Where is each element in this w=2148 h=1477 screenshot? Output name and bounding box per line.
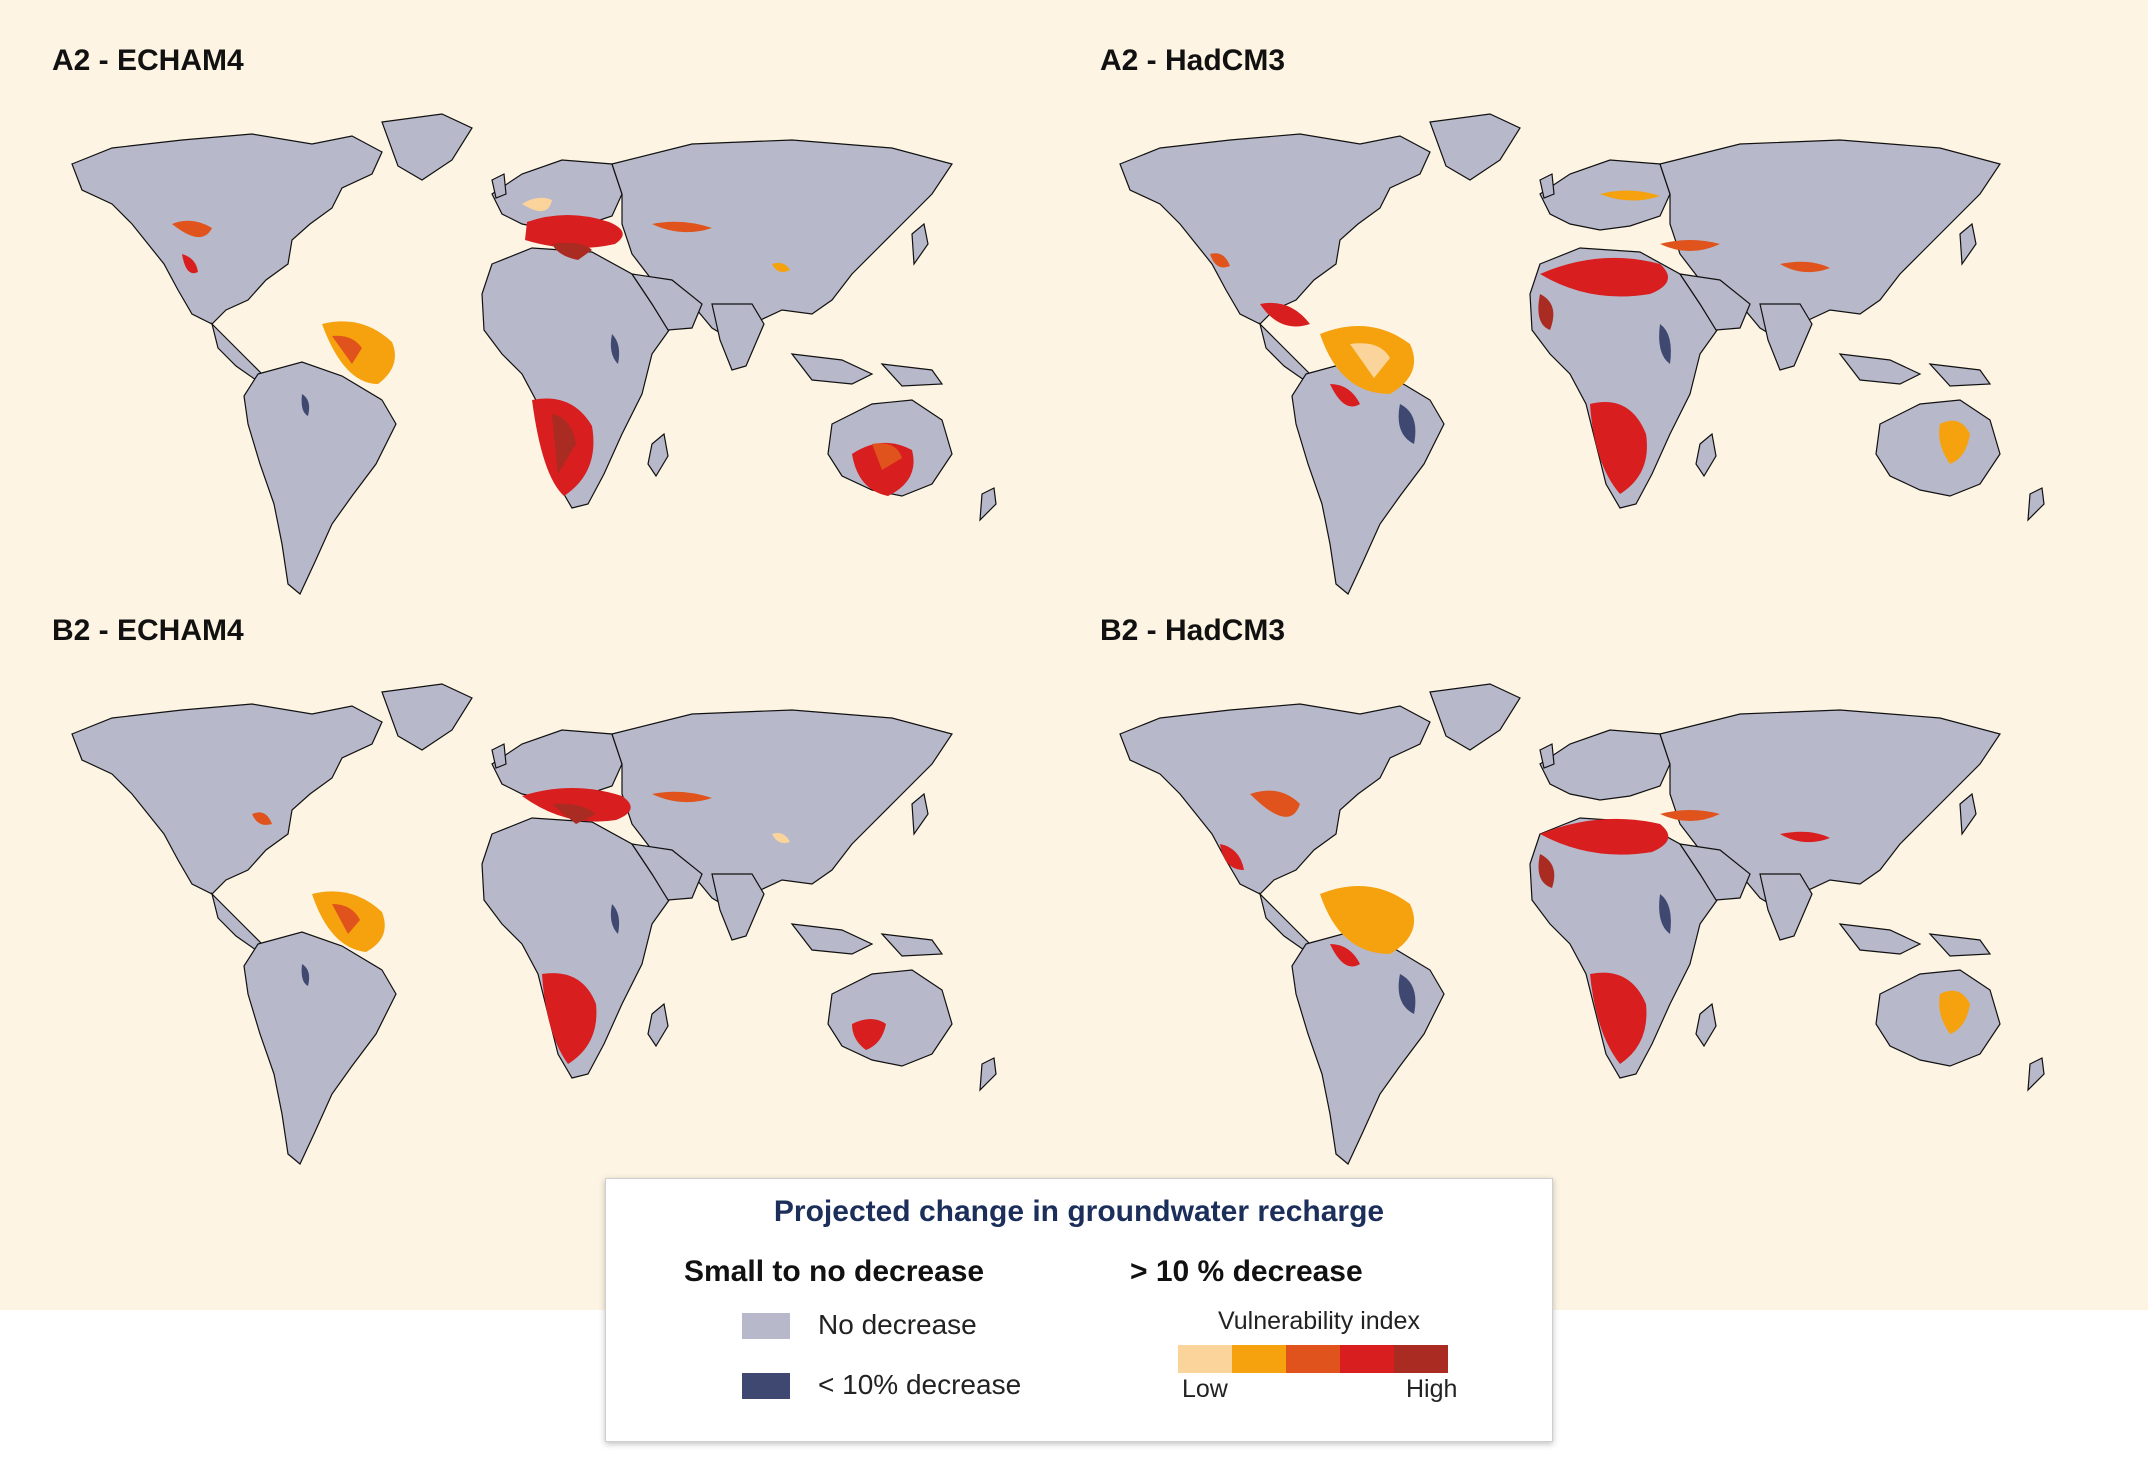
vulnerability-hotspots [252, 788, 886, 1064]
world-map [71, 683, 997, 1165]
no-decrease-swatch [742, 1313, 790, 1339]
vulnerability-hotspots [1210, 190, 1970, 494]
vulnerability-hotspots [172, 197, 914, 496]
legend: Projected change in groundwater recharge… [605, 1178, 1553, 1442]
large-decrease-heading: > 10 % decrease [1130, 1255, 1363, 1288]
world-map [1119, 683, 2045, 1165]
map-panel-b2-hadcm3: B2 - HadCM3 [1100, 614, 2130, 1204]
map-panel-a2-hadcm3: A2 - HadCM3 [1100, 44, 2130, 634]
panel-title: A2 - HadCM3 [1100, 44, 1286, 77]
vulnerability-index-title: Vulnerability index [1218, 1307, 1420, 1335]
lt10-decrease-swatch [742, 1373, 790, 1399]
vulnerability-index-scale [1178, 1345, 1448, 1373]
world-map [1119, 113, 2045, 595]
panel-title: B2 - ECHAM4 [52, 614, 244, 647]
vulnerability-low-label: Low [1182, 1375, 1228, 1403]
vulnerability-level-5 [1394, 1345, 1448, 1373]
vulnerability-high-label: High [1406, 1375, 1458, 1403]
legend-title: Projected change in groundwater recharge [773, 1195, 1385, 1228]
map-panel-b2-echam4: B2 - ECHAM4 [52, 614, 1082, 1204]
no-decrease-label: No decrease [818, 1309, 977, 1340]
vulnerability-level-4 [1340, 1345, 1394, 1373]
panel-title: B2 - HadCM3 [1100, 614, 1286, 647]
lt10-decrease-label: < 10% decrease [818, 1369, 1022, 1400]
vulnerability-level-1 [1178, 1345, 1232, 1373]
vulnerability-hotspots [1220, 790, 1970, 1064]
world-map [71, 113, 997, 595]
small-decrease-heading: Small to no decrease [684, 1255, 985, 1288]
vulnerability-level-2 [1232, 1345, 1286, 1373]
panel-title: A2 - ECHAM4 [52, 44, 244, 77]
vulnerability-level-3 [1286, 1345, 1340, 1373]
map-panel-a2-echam4: A2 - ECHAM4 [52, 44, 1082, 634]
